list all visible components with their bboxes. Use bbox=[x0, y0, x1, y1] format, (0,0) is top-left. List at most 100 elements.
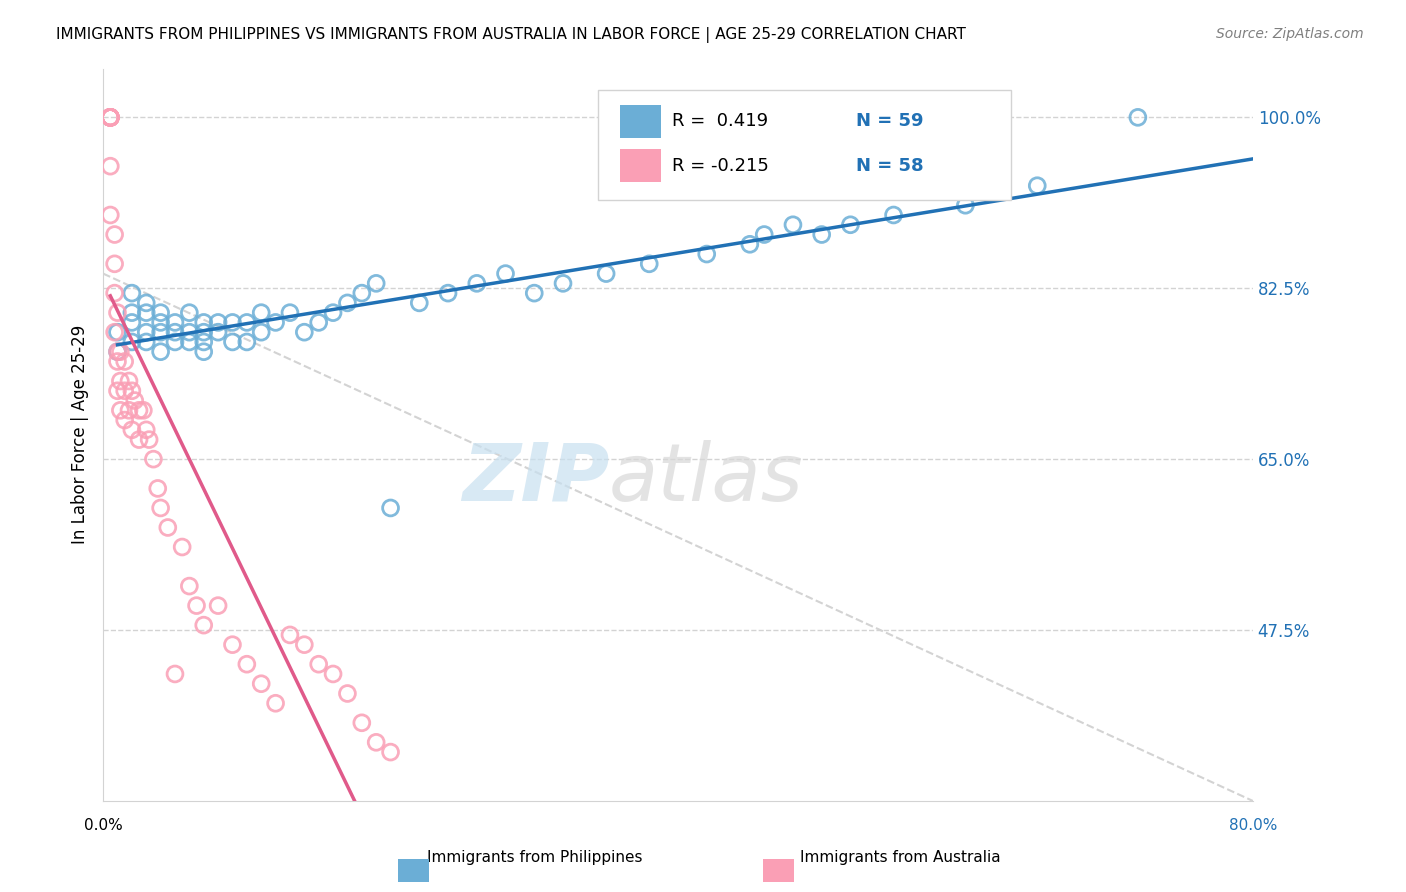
Point bbox=[138, 433, 160, 447]
Point bbox=[250, 306, 273, 320]
Point bbox=[193, 315, 215, 329]
Point bbox=[98, 111, 121, 125]
Point bbox=[839, 218, 862, 232]
Point bbox=[221, 638, 243, 652]
Point bbox=[179, 334, 201, 349]
Point bbox=[883, 208, 905, 222]
Point bbox=[107, 354, 129, 368]
Point bbox=[207, 599, 229, 613]
Bar bbox=[620, 149, 661, 182]
Point bbox=[696, 247, 718, 261]
Point bbox=[135, 325, 157, 339]
Text: Source: ZipAtlas.com: Source: ZipAtlas.com bbox=[1216, 27, 1364, 41]
Point bbox=[250, 677, 273, 691]
Point bbox=[132, 403, 155, 417]
Point bbox=[754, 227, 776, 242]
Point bbox=[110, 374, 132, 388]
Point bbox=[121, 286, 143, 301]
Point bbox=[322, 306, 344, 320]
Text: Immigrants from Philippines: Immigrants from Philippines bbox=[426, 850, 643, 865]
Point bbox=[366, 735, 388, 749]
Point bbox=[149, 325, 172, 339]
Point bbox=[98, 111, 121, 125]
Point bbox=[121, 423, 143, 437]
Point bbox=[118, 403, 141, 417]
Text: R =  0.419: R = 0.419 bbox=[672, 112, 768, 130]
Point bbox=[163, 667, 186, 681]
Text: 0.0%: 0.0% bbox=[84, 819, 122, 833]
Point bbox=[149, 306, 172, 320]
Point bbox=[98, 111, 121, 125]
Point bbox=[98, 111, 121, 125]
Point bbox=[121, 334, 143, 349]
Point bbox=[98, 111, 121, 125]
Point bbox=[104, 227, 127, 242]
Text: atlas: atlas bbox=[609, 440, 804, 517]
Point bbox=[366, 277, 388, 291]
Point bbox=[221, 315, 243, 329]
Point bbox=[408, 296, 430, 310]
Point bbox=[114, 354, 136, 368]
Point bbox=[135, 423, 157, 437]
Point bbox=[104, 257, 127, 271]
Point bbox=[98, 111, 121, 125]
Point bbox=[146, 482, 169, 496]
Point bbox=[104, 325, 127, 339]
Point bbox=[465, 277, 488, 291]
Point bbox=[98, 111, 121, 125]
Point bbox=[98, 159, 121, 173]
Point bbox=[163, 315, 186, 329]
Text: N = 58: N = 58 bbox=[856, 157, 924, 175]
Point bbox=[186, 599, 208, 613]
Point bbox=[810, 227, 832, 242]
Point bbox=[121, 315, 143, 329]
Point bbox=[236, 315, 259, 329]
Point bbox=[308, 657, 330, 672]
Point bbox=[179, 306, 201, 320]
Point bbox=[955, 198, 977, 212]
Point bbox=[236, 334, 259, 349]
Point bbox=[193, 325, 215, 339]
Text: R = -0.215: R = -0.215 bbox=[672, 157, 769, 175]
Point bbox=[782, 218, 804, 232]
Point bbox=[114, 413, 136, 427]
Point bbox=[135, 334, 157, 349]
Point bbox=[149, 344, 172, 359]
Point bbox=[121, 306, 143, 320]
Y-axis label: In Labor Force | Age 25-29: In Labor Force | Age 25-29 bbox=[72, 325, 89, 544]
Point bbox=[278, 306, 301, 320]
Point bbox=[308, 315, 330, 329]
Point bbox=[193, 618, 215, 632]
Point bbox=[1026, 178, 1049, 193]
Point bbox=[179, 325, 201, 339]
Point bbox=[142, 452, 165, 467]
Point bbox=[193, 334, 215, 349]
Point bbox=[110, 344, 132, 359]
Point bbox=[124, 393, 146, 408]
Point bbox=[292, 638, 315, 652]
Point bbox=[107, 344, 129, 359]
Bar bbox=[620, 105, 661, 138]
Point bbox=[135, 296, 157, 310]
Point bbox=[163, 334, 186, 349]
Point bbox=[278, 628, 301, 642]
Point bbox=[107, 306, 129, 320]
Text: Immigrants from Australia: Immigrants from Australia bbox=[800, 850, 1000, 865]
Point bbox=[107, 325, 129, 339]
Point bbox=[110, 403, 132, 417]
Point bbox=[207, 325, 229, 339]
Point bbox=[264, 315, 287, 329]
Text: ZIP: ZIP bbox=[461, 440, 609, 517]
Text: 80.0%: 80.0% bbox=[1229, 819, 1277, 833]
Point bbox=[380, 745, 402, 759]
Point bbox=[738, 237, 761, 252]
Point bbox=[523, 286, 546, 301]
Point bbox=[380, 500, 402, 515]
Point bbox=[1126, 111, 1149, 125]
Point bbox=[236, 657, 259, 672]
FancyBboxPatch shape bbox=[598, 90, 1011, 201]
Point bbox=[98, 111, 121, 125]
Point bbox=[118, 374, 141, 388]
Point bbox=[104, 286, 127, 301]
Point bbox=[149, 315, 172, 329]
